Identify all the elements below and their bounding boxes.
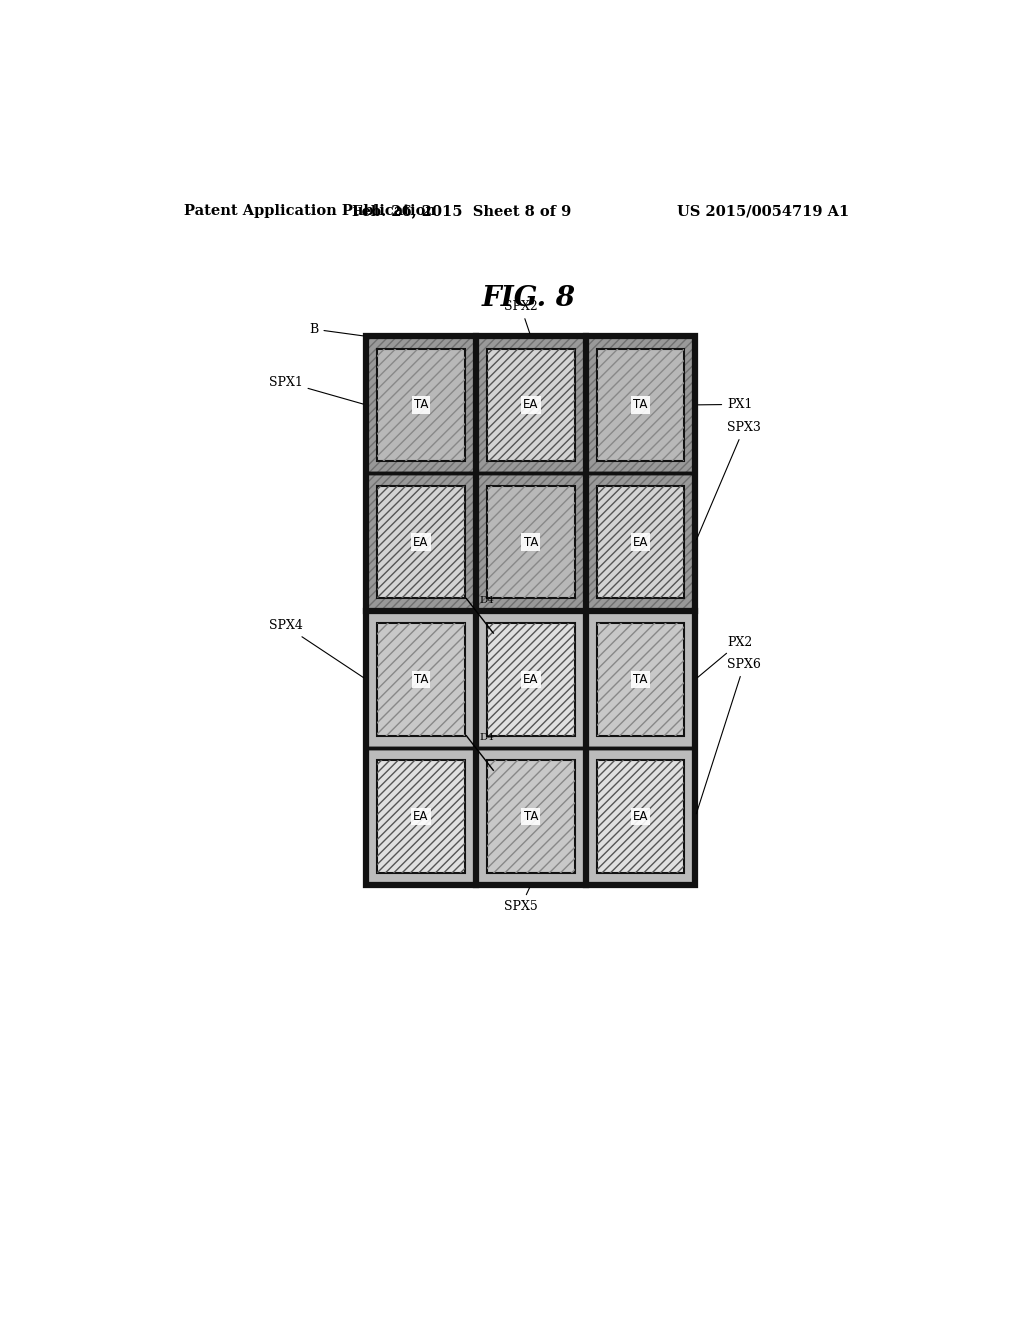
Bar (586, 748, 695, 886)
Bar (476, 337, 586, 474)
Bar (486, 486, 574, 598)
Text: EA: EA (523, 673, 539, 686)
Bar (367, 611, 476, 748)
Text: FIG. 8: FIG. 8 (481, 285, 575, 312)
Bar (597, 486, 684, 598)
Bar (476, 474, 586, 611)
Text: B: B (309, 322, 364, 335)
Bar (476, 337, 586, 474)
Bar (586, 474, 695, 611)
Text: PX2: PX2 (697, 636, 753, 677)
Bar (597, 348, 684, 461)
Text: EA: EA (633, 536, 648, 549)
Text: SPX2: SPX2 (504, 300, 538, 334)
Text: TA: TA (523, 536, 538, 549)
Text: D4: D4 (480, 595, 495, 605)
Bar (367, 748, 476, 886)
Bar (377, 623, 465, 735)
Bar (476, 748, 586, 886)
Bar (377, 348, 465, 461)
Bar (377, 486, 465, 598)
Bar (367, 474, 476, 611)
Text: SPX1: SPX1 (268, 375, 364, 404)
Bar (486, 348, 574, 461)
Bar (586, 337, 695, 474)
Bar (586, 748, 695, 886)
Text: TA: TA (634, 673, 648, 686)
Bar (367, 748, 476, 886)
Text: SPX3: SPX3 (696, 421, 761, 540)
Bar (377, 486, 465, 598)
Bar (377, 623, 465, 735)
Text: EA: EA (633, 810, 648, 822)
Text: SPX4: SPX4 (268, 619, 364, 677)
Text: SPX6: SPX6 (696, 659, 761, 814)
Bar (476, 611, 586, 748)
Bar (486, 486, 574, 598)
Text: Feb. 26, 2015  Sheet 8 of 9: Feb. 26, 2015 Sheet 8 of 9 (351, 205, 571, 218)
Text: TA: TA (634, 399, 648, 412)
Bar (377, 760, 465, 873)
Bar (377, 348, 465, 461)
Bar (586, 474, 695, 611)
Bar (597, 486, 684, 598)
Text: TA: TA (523, 810, 538, 822)
Bar (486, 623, 574, 735)
Bar (367, 474, 476, 611)
Text: EA: EA (414, 810, 429, 822)
Bar (486, 348, 574, 461)
Bar (367, 337, 695, 886)
Bar (476, 748, 586, 886)
Bar (486, 623, 574, 735)
Bar (476, 337, 586, 474)
Bar (486, 760, 574, 873)
Text: US 2015/0054719 A1: US 2015/0054719 A1 (677, 205, 849, 218)
Bar (367, 611, 476, 748)
Bar (367, 337, 476, 474)
Bar (476, 611, 586, 748)
Bar (586, 611, 695, 748)
Text: Patent Application Publication: Patent Application Publication (183, 205, 435, 218)
Bar (476, 474, 586, 611)
Text: PX1: PX1 (698, 397, 753, 411)
Text: TA: TA (414, 399, 428, 412)
Bar (586, 474, 695, 611)
Bar (597, 760, 684, 873)
Text: EA: EA (523, 399, 539, 412)
Bar (377, 760, 465, 873)
Bar (367, 337, 476, 474)
Bar (586, 611, 695, 748)
Text: SPX5: SPX5 (504, 887, 538, 913)
Bar (597, 760, 684, 873)
Bar (586, 337, 695, 474)
Text: D4: D4 (480, 733, 495, 742)
Bar (586, 337, 695, 474)
Bar (597, 623, 684, 735)
Text: TA: TA (414, 673, 428, 686)
Bar (486, 760, 574, 873)
Bar (597, 348, 684, 461)
Bar (476, 474, 586, 611)
Text: EA: EA (414, 536, 429, 549)
Bar (367, 474, 476, 611)
Bar (367, 337, 476, 474)
Bar (597, 623, 684, 735)
